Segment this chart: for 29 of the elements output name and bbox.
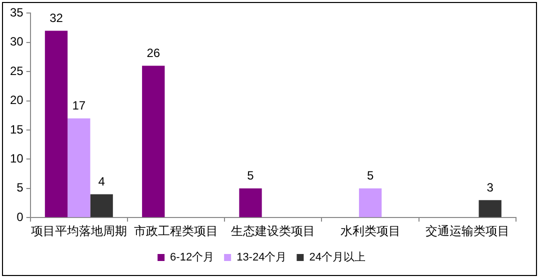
y-tick-label: 20 — [10, 93, 24, 108]
bar — [142, 66, 165, 218]
legend-label: 24个月以上 — [309, 250, 366, 264]
bar — [358, 188, 382, 218]
y-tick-label: 0 — [16, 210, 24, 224]
y-tick-label: 30 — [10, 34, 24, 49]
bar — [68, 118, 90, 218]
data-label: 5 — [247, 168, 254, 183]
y-tick-label: 10 — [10, 152, 24, 166]
x-tick-label: 项目平均落地周期 — [30, 224, 127, 238]
data-label: 17 — [72, 98, 86, 113]
x-tick-label: 市政工程类项目 — [134, 224, 218, 238]
y-tick-label: 5 — [16, 180, 24, 195]
x-tick-label: 交通运输类项目 — [425, 224, 510, 238]
data-label: 26 — [146, 46, 160, 60]
bar — [90, 194, 113, 218]
bar — [478, 200, 502, 218]
y-tick-label: 35 — [10, 6, 24, 20]
bar — [44, 30, 68, 218]
data-label: 32 — [50, 11, 64, 26]
data-label: 3 — [486, 180, 494, 194]
y-tick-label: 15 — [10, 122, 24, 136]
legend-label: 6-12个月 — [170, 252, 214, 264]
data-label: 4 — [98, 174, 106, 189]
x-tick-label: 水利类项目 — [340, 224, 400, 238]
legend-label: 13-24个月 — [236, 252, 287, 264]
y-tick-label: 25 — [10, 64, 24, 78]
bar — [239, 188, 262, 218]
x-tick-label: 生态建设类项目 — [231, 224, 316, 238]
